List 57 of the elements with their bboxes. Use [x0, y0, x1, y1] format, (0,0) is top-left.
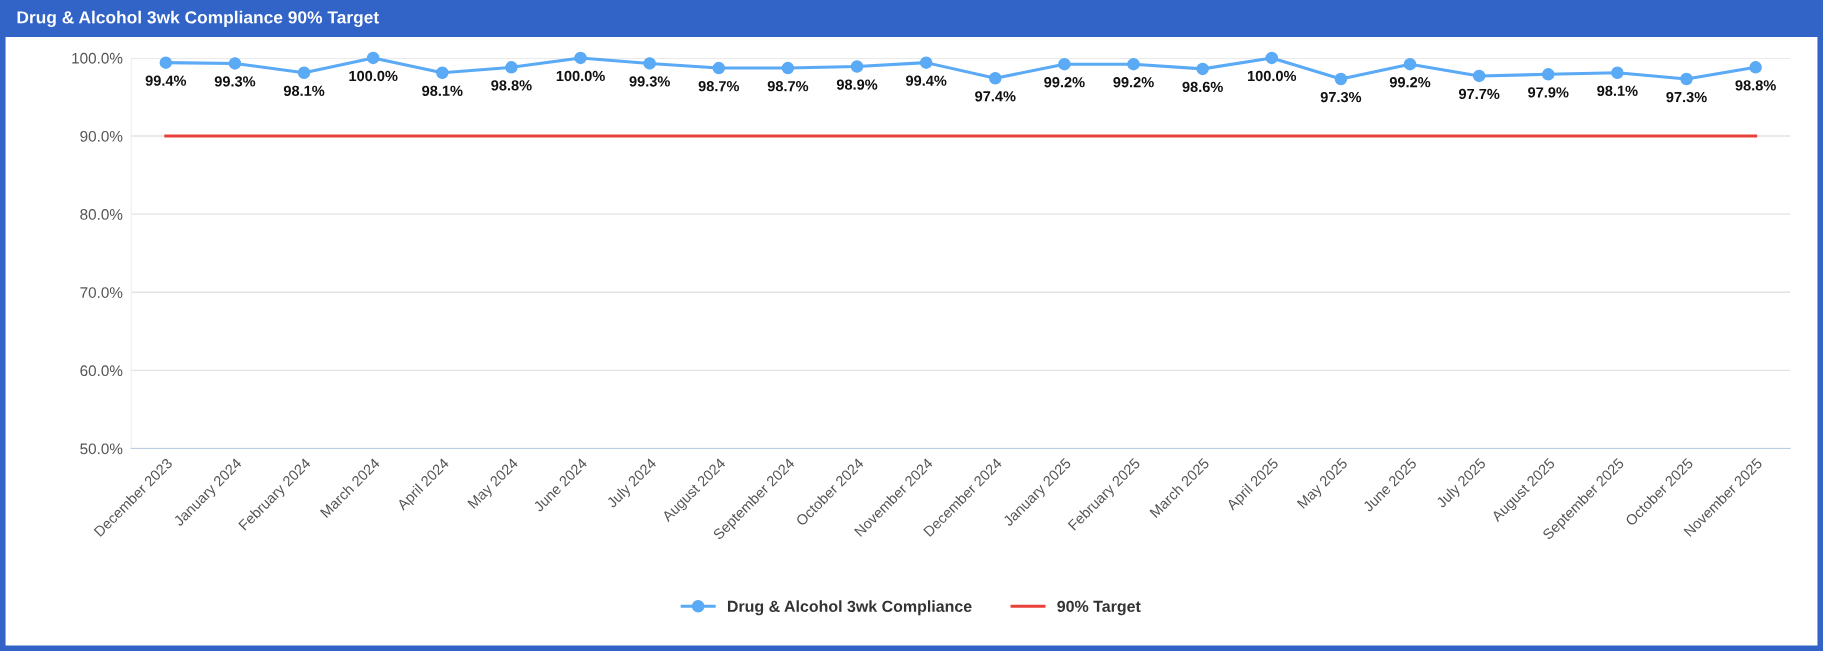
- data-label: 98.1%: [422, 85, 463, 96]
- legend-label: Drug & Alcohol 3wk Compliance: [727, 600, 972, 616]
- y-tick-label: 100.0%: [72, 52, 123, 64]
- point: [1680, 72, 1693, 86]
- point: [366, 51, 380, 65]
- point: [1127, 57, 1140, 71]
- data-label: 99.3%: [214, 76, 256, 87]
- data-label: 99.4%: [145, 75, 187, 86]
- point: [436, 66, 449, 80]
- data-label: 100.0%: [1247, 70, 1297, 82]
- point: [1403, 57, 1417, 71]
- y-tick-label: 60.0%: [80, 365, 123, 377]
- point: [1265, 51, 1279, 65]
- point: [919, 56, 933, 69]
- point: [1611, 66, 1624, 80]
- data-label: 98.8%: [491, 80, 532, 91]
- point: [1472, 69, 1486, 83]
- data-label: 99.3%: [629, 76, 670, 87]
- data-label: 99.2%: [1044, 77, 1085, 88]
- chart-title: Drug & Alcohol 3wk Compliance 90% Target: [17, 10, 379, 28]
- data-label: 97.7%: [1458, 88, 1500, 100]
- legend-label: 90% Target: [1057, 600, 1141, 616]
- point: [1542, 68, 1555, 81]
- data-label: 100.0%: [349, 70, 398, 82]
- data-label: 99.4%: [905, 75, 947, 86]
- data-label: 98.1%: [283, 85, 325, 96]
- data-label: 97.9%: [1528, 87, 1569, 98]
- data-label: 98.8%: [1735, 80, 1776, 91]
- point: [712, 61, 726, 75]
- data-label: 100.0%: [556, 70, 605, 82]
- point: [505, 61, 518, 74]
- y-tick-label: 80.0%: [80, 209, 123, 220]
- point: [159, 56, 173, 69]
- data-label: 98.7%: [698, 80, 740, 92]
- point: [228, 57, 242, 70]
- y-tick-label: 90.0%: [80, 130, 123, 142]
- point: [1749, 61, 1762, 74]
- data-label: 98.9%: [836, 79, 878, 90]
- data-label: 98.1%: [1597, 85, 1638, 96]
- point: [1334, 72, 1348, 86]
- data-label: 97.3%: [1320, 91, 1362, 103]
- data-label: 97.4%: [975, 91, 1016, 102]
- y-tick-label: 50.0%: [80, 443, 123, 455]
- point: [989, 71, 1002, 85]
- data-label: 99.2%: [1113, 77, 1154, 88]
- point: [297, 66, 311, 80]
- point: [643, 57, 656, 70]
- data-label: 99.2%: [1389, 77, 1431, 88]
- point: [1196, 62, 1209, 76]
- data-label: 98.6%: [1182, 81, 1223, 93]
- y-tick-label: 70.0%: [80, 287, 123, 298]
- data-label: 97.3%: [1666, 91, 1707, 103]
- point: [1058, 57, 1071, 71]
- data-label: 98.7%: [767, 80, 809, 92]
- point: [850, 60, 864, 73]
- point: [574, 51, 587, 65]
- point: [781, 61, 795, 75]
